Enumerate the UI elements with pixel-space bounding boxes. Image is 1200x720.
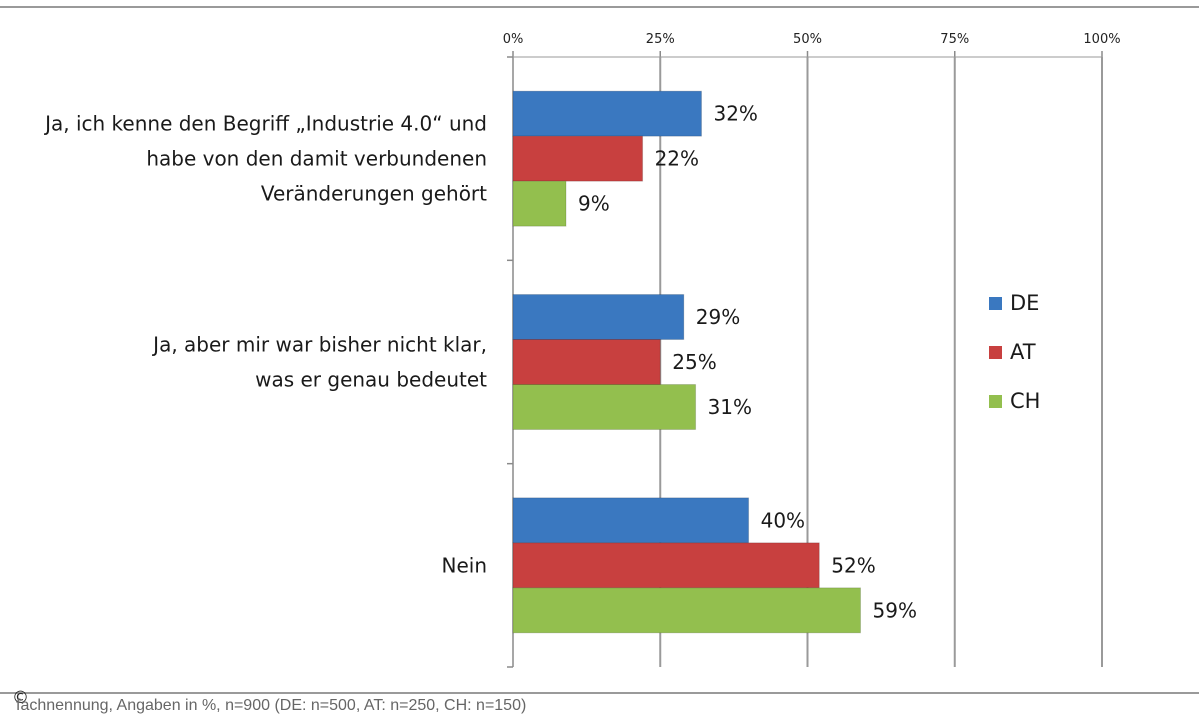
x-tick-label: 0% [503, 32, 524, 47]
data-label: 29% [696, 305, 740, 329]
data-label: 9% [578, 192, 610, 216]
category-label-line: Ja, ich kenne den Begriff „Industrie 4.0… [43, 112, 487, 136]
category-label: Ja, aber mir war bisher nicht klar, was e… [151, 333, 487, 392]
category-label-line: Nein [442, 553, 488, 577]
x-tick-label: 75% [940, 32, 969, 47]
legend-label-ch: CH [1010, 389, 1040, 413]
bar-de [512, 90, 702, 137]
category-label-line: was er genau bedeutet [255, 368, 487, 392]
bar-de [512, 497, 750, 544]
category-label: Nein [442, 553, 488, 577]
copyright-icon: © [12, 688, 29, 708]
legend-label-at: AT [1010, 340, 1036, 364]
data-label: 59% [873, 598, 917, 622]
bar-ch [512, 180, 567, 227]
footnote: fachnennung, Angaben in %, n=900 (DE: n=… [16, 697, 527, 714]
bar-at [512, 339, 661, 385]
bar-ch [512, 384, 697, 430]
data-label: 31% [708, 395, 752, 419]
bar-at [512, 135, 644, 182]
data-label: 40% [761, 508, 805, 532]
x-tick-label: 100% [1083, 32, 1120, 47]
category-label: Ja, ich kenne den Begriff „Industrie 4.0… [43, 112, 487, 206]
data-label: 22% [655, 147, 699, 171]
bar-at [512, 542, 820, 589]
data-label: 25% [672, 350, 716, 374]
category-label-line: Veränderungen gehört [261, 182, 487, 206]
x-tick-label: 50% [793, 32, 822, 47]
x-tick-label: 25% [646, 32, 675, 47]
legend-swatch-de [989, 297, 1002, 310]
data-label: 32% [713, 102, 757, 126]
chart-frame [0, 6, 1199, 694]
category-label-line: habe von den damit verbundenen [146, 147, 487, 171]
bar-ch [512, 587, 862, 634]
legend-swatch-at [989, 346, 1002, 359]
legend-label-de: DE [1010, 291, 1039, 315]
legend-swatch-ch [989, 395, 1002, 408]
category-label-line: Ja, aber mir war bisher nicht klar, [151, 333, 487, 357]
data-label: 52% [831, 553, 875, 577]
bar-de [512, 294, 685, 340]
